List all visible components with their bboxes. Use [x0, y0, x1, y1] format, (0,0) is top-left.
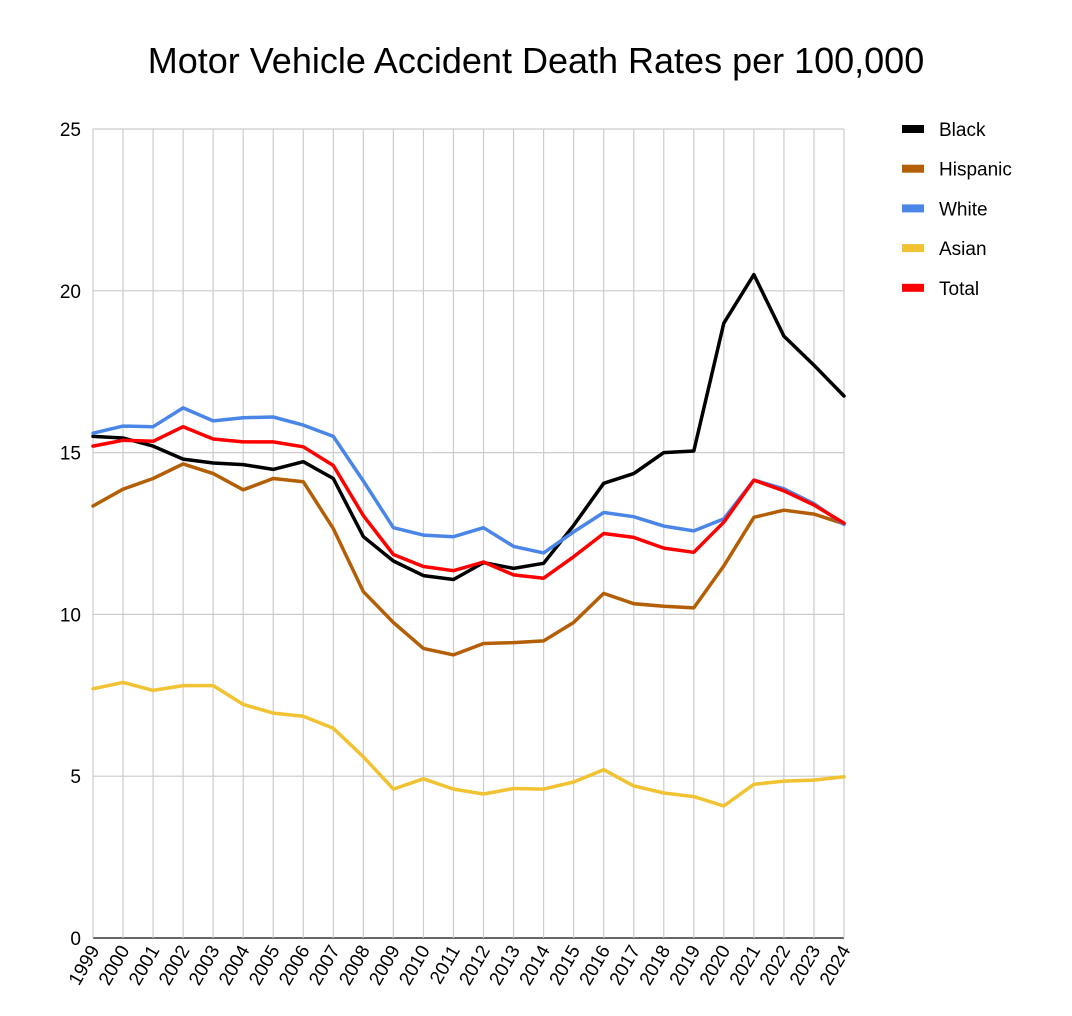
- x-tick-label: 2024: [816, 942, 856, 989]
- x-tick-label: 2006: [275, 942, 314, 989]
- y-tick-label: 20: [60, 282, 81, 303]
- y-tick-label: 15: [60, 444, 81, 465]
- series-line-black: [91, 272, 846, 582]
- x-tick-label: 2002: [155, 942, 194, 989]
- x-tick-label: 2008: [335, 942, 374, 989]
- legend-label: Hispanic: [939, 160, 1012, 181]
- legend-swatch-asian: [902, 244, 924, 253]
- x-tick-label: 2001: [125, 942, 164, 989]
- grid-layer: [92, 128, 845, 939]
- legend: Black Hispanic White Asian Total: [902, 120, 1012, 300]
- x-tick-label: 2014: [516, 942, 556, 989]
- x-tick-label: 2007: [305, 942, 344, 989]
- x-tick-label: 2017: [606, 942, 645, 989]
- legend-label: Black: [939, 120, 986, 141]
- y-tick-label: 10: [60, 605, 81, 626]
- x-tick-label: 2000: [95, 942, 134, 989]
- x-tick-label: 2005: [245, 942, 284, 989]
- x-tick-label: 2004: [215, 942, 255, 989]
- x-tick-label: 2018: [636, 942, 675, 989]
- legend-swatch-white: [902, 204, 924, 213]
- axis-layer: 0510152025199920002001200220032004200520…: [60, 120, 856, 989]
- legend-swatch-hispanic: [902, 164, 924, 173]
- x-tick-label: 2019: [666, 942, 705, 989]
- series-line-asian: [91, 680, 846, 808]
- x-tick-label: 2023: [786, 942, 825, 989]
- x-tick-label: 2009: [365, 942, 404, 989]
- series-line-hispanic: [91, 462, 846, 657]
- y-tick-label: 0: [70, 929, 81, 950]
- chart-title: Motor Vehicle Accident Death Rates per 1…: [147, 40, 925, 81]
- series-line-total: [91, 424, 846, 580]
- x-tick-label: 2003: [185, 942, 224, 989]
- x-tick-label: 2010: [395, 942, 434, 989]
- legend-label: Asian: [939, 239, 987, 260]
- x-tick-label: 2021: [726, 942, 765, 989]
- legend-label: White: [939, 199, 988, 220]
- legend-label: Total: [939, 279, 979, 300]
- x-tick-label: 2016: [576, 942, 615, 989]
- x-tick-label: 2022: [756, 942, 795, 989]
- x-tick-label: 2013: [486, 942, 525, 989]
- y-tick-label: 5: [70, 767, 81, 788]
- series-layer: [91, 272, 846, 808]
- series-line-white: [91, 406, 846, 555]
- x-tick-label: 2020: [696, 942, 735, 989]
- legend-swatch-total: [902, 283, 924, 292]
- x-tick-label: 2012: [456, 942, 495, 989]
- legend-swatch-black: [902, 125, 924, 133]
- x-tick-label: 2015: [546, 942, 585, 989]
- y-tick-label: 25: [60, 120, 81, 141]
